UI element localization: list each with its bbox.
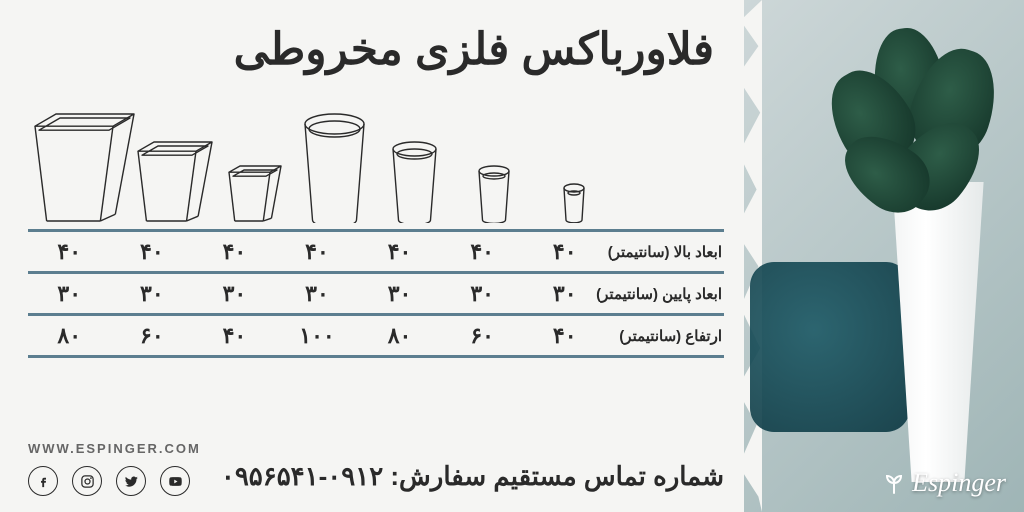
row-values: ۸۰۶۰۴۰۱۰۰۸۰۶۰۴۰ <box>28 323 606 349</box>
row-label: ابعاد بالا (سانتیمتر) <box>606 243 724 261</box>
table-row: ابعاد پایین (سانتیمتر)۳۰۳۰۳۰۳۰۳۰۳۰۳۰ <box>28 271 724 313</box>
brand-text: Espinger <box>912 468 1006 498</box>
page-title: فلاورباکس فلزی مخروطی <box>28 24 724 75</box>
instagram-icon[interactable] <box>72 466 102 496</box>
plant-cluster <box>814 18 1014 228</box>
sprout-icon <box>882 471 906 495</box>
phone-number: ۰۹۱۲-۰۹۵۶۵۴۱ <box>221 461 383 491</box>
youtube-icon[interactable] <box>160 466 190 496</box>
planter-icon <box>534 183 614 223</box>
cell-value: ۴۰ <box>193 239 276 265</box>
cell-value: ۴۰ <box>441 239 524 265</box>
cell-value: ۴۰ <box>358 239 441 265</box>
planter-icon <box>375 141 455 223</box>
cell-value: ۴۰ <box>523 323 606 349</box>
cell-value: ۶۰ <box>111 323 194 349</box>
phone-label: شماره تماس مستقیم سفارش: <box>390 461 724 491</box>
planter-icon <box>295 113 375 223</box>
cell-value: ۸۰ <box>358 323 441 349</box>
order-phone: شماره تماس مستقیم سفارش: ۰۹۱۲-۰۹۵۶۵۴۱ <box>221 461 724 496</box>
facebook-icon[interactable] <box>28 466 58 496</box>
spec-table: ابعاد بالا (سانتیمتر)۴۰۴۰۴۰۴۰۴۰۴۰۴۰ابعاد… <box>28 229 724 358</box>
cell-value: ۳۰ <box>28 281 111 307</box>
row-values: ۴۰۴۰۴۰۴۰۴۰۴۰۴۰ <box>28 239 606 265</box>
cell-value: ۴۰ <box>28 239 111 265</box>
size-icons-row <box>28 93 724 223</box>
cell-value: ۸۰ <box>28 323 111 349</box>
cell-value: ۶۰ <box>441 323 524 349</box>
planter-icon <box>34 113 135 223</box>
armchair-shape <box>750 262 910 432</box>
cell-value: ۴۰ <box>276 239 359 265</box>
social-icons <box>28 466 201 496</box>
cell-value: ۳۰ <box>276 281 359 307</box>
twitter-icon[interactable] <box>116 466 146 496</box>
content-panel: فلاورباکس فلزی مخروطی <box>0 0 744 512</box>
planter-icon <box>215 165 295 223</box>
cell-value: ۴۰ <box>523 239 606 265</box>
cell-value: ۳۰ <box>193 281 276 307</box>
brand-mark: Espinger <box>882 468 1006 498</box>
cell-value: ۳۰ <box>358 281 441 307</box>
table-row: ارتفاع (سانتیمتر)۸۰۶۰۴۰۱۰۰۸۰۶۰۴۰ <box>28 313 724 358</box>
cell-value: ۳۰ <box>523 281 606 307</box>
planter-icon <box>454 165 534 223</box>
hero-photo: Espinger <box>744 0 1024 512</box>
cell-value: ۱۰۰ <box>276 323 359 349</box>
cell-value: ۴۰ <box>111 239 194 265</box>
footer: WWW.ESPINGER.COM شماره تماس مستقیم سفارش… <box>28 427 724 496</box>
website-url: WWW.ESPINGER.COM <box>28 441 201 456</box>
row-values: ۳۰۳۰۳۰۳۰۳۰۳۰۳۰ <box>28 281 606 307</box>
row-label: ابعاد پایین (سانتیمتر) <box>606 285 724 303</box>
cell-value: ۳۰ <box>111 281 194 307</box>
cell-value: ۳۰ <box>441 281 524 307</box>
planter-icon <box>135 141 215 223</box>
cell-value: ۴۰ <box>193 323 276 349</box>
table-row: ابعاد بالا (سانتیمتر)۴۰۴۰۴۰۴۰۴۰۴۰۴۰ <box>28 229 724 271</box>
row-label: ارتفاع (سانتیمتر) <box>606 327 724 345</box>
